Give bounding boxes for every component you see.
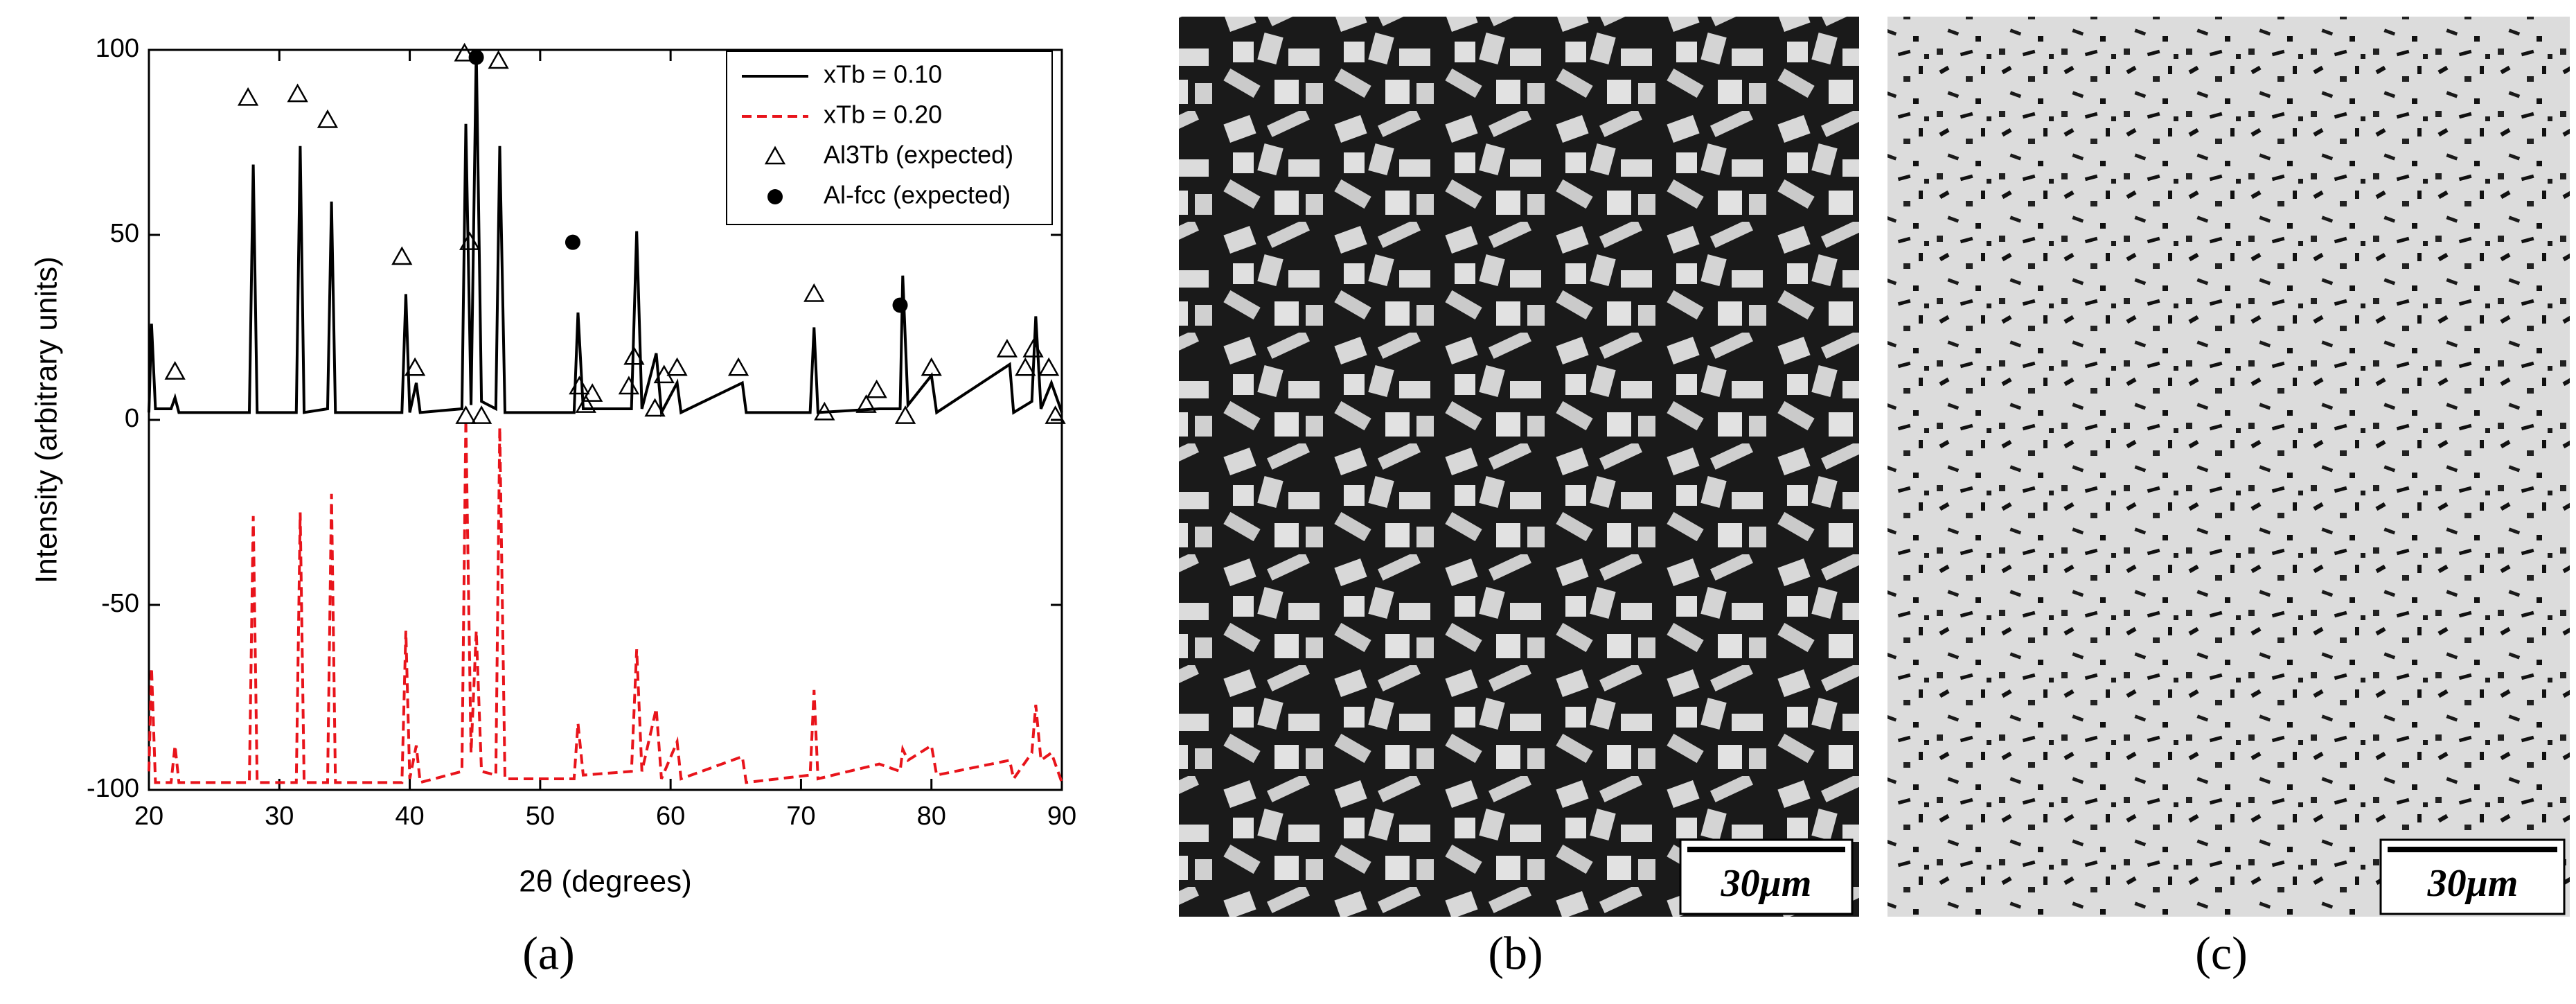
legend-label: xTb = 0.20	[824, 100, 942, 129]
marker	[317, 109, 339, 128]
marker	[287, 83, 308, 103]
marker	[569, 376, 590, 395]
marker	[391, 246, 413, 265]
x-tick-label: 20	[134, 802, 163, 831]
marker	[488, 50, 509, 69]
marker	[459, 231, 481, 250]
marker	[866, 379, 887, 398]
x-tick-label: 50	[526, 802, 555, 831]
marker	[996, 338, 1018, 358]
y-axis-label: Intensity (arbitrary units)	[30, 256, 64, 583]
marker	[666, 357, 688, 376]
marker	[644, 398, 666, 417]
y-tick-label: 100	[96, 34, 139, 63]
micrograph-c	[1887, 17, 2570, 917]
x-tick-label: 40	[395, 802, 424, 831]
y-tick-label: -50	[101, 589, 139, 618]
marker	[575, 394, 596, 413]
marker	[1022, 338, 1044, 358]
marker	[803, 283, 825, 302]
marker	[814, 401, 835, 421]
scale-label: 30μm	[1721, 862, 1812, 905]
marker	[454, 42, 475, 62]
x-tick-label: 70	[786, 802, 815, 831]
marker	[727, 357, 749, 376]
x-axis-label: 2θ (degrees)	[519, 865, 691, 899]
series-line	[148, 49, 1063, 418]
marker	[237, 87, 259, 106]
marker	[455, 405, 477, 424]
marker	[894, 405, 916, 424]
panel-label: (b)	[1488, 927, 1543, 980]
marker	[921, 357, 942, 376]
x-tick-label: 30	[265, 802, 294, 831]
marker	[1045, 405, 1066, 424]
marker	[582, 383, 603, 402]
x-tick-label: 80	[917, 802, 946, 831]
marker	[623, 346, 645, 365]
x-tick-label: 60	[656, 802, 685, 831]
marker	[164, 361, 186, 380]
legend-symbol	[764, 146, 786, 165]
series-line	[148, 419, 1063, 784]
marker	[618, 376, 640, 395]
panel-label: (a)	[522, 927, 574, 980]
legend-label: xTb = 0.10	[824, 60, 942, 89]
marker	[855, 394, 877, 413]
panel-label: (c)	[2195, 927, 2247, 980]
marker	[404, 357, 426, 376]
marker	[892, 297, 908, 313]
marker	[565, 234, 580, 250]
marker	[470, 405, 492, 424]
y-tick-label: 0	[125, 404, 139, 433]
legend-symbol	[767, 189, 783, 204]
micrograph-b	[1179, 17, 1859, 917]
scale-label: 30μm	[2427, 862, 2519, 905]
y-tick-label: -100	[87, 774, 139, 803]
marker	[468, 49, 484, 65]
legend-label: Al-fcc (expected)	[824, 181, 1011, 209]
y-tick-label: 50	[110, 219, 139, 248]
marker	[1015, 357, 1036, 376]
x-tick-label: 90	[1047, 802, 1076, 831]
marker	[1038, 357, 1060, 376]
legend-label: Al3Tb (expected)	[824, 141, 1013, 169]
